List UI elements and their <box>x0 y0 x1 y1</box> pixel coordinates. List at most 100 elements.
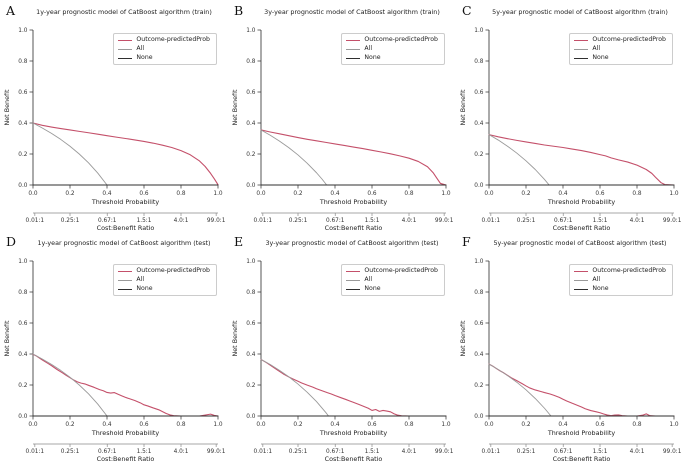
cost-tick-label: 0.67:1 <box>98 218 117 224</box>
legend: Outcome-predictedProb All None <box>341 264 445 297</box>
cost-tick-label: 0.01:1 <box>482 218 501 224</box>
x-axis-label: Threshold Probability <box>319 198 388 206</box>
y-tick-label: 0.0 <box>18 183 28 189</box>
series-all <box>32 353 108 417</box>
y-tick-label: 1.0 <box>246 259 256 265</box>
y-tick-label: 0.4 <box>474 352 484 358</box>
panel-c: C 5y-year prognostic model of CatBoost a… <box>456 0 684 231</box>
cost-tick-label: 0.01:1 <box>26 449 45 455</box>
y-tick-label: 0.6 <box>246 90 256 96</box>
x-tick-label: 0.2 <box>65 422 75 428</box>
cost-tick-label: 1.5:1 <box>365 218 380 224</box>
series-model <box>260 358 447 417</box>
panel-d: D 1y-year prognostic model of CatBoost a… <box>0 231 228 462</box>
y-tick-label: 0.6 <box>474 321 484 327</box>
panel-letter: A <box>6 3 16 18</box>
panel-title: 1y-year prognostic model of CatBoost alg… <box>36 8 212 16</box>
dca-chart: 0.0 0.2 0.4 0.6 0.8 1.0 Net Benefit 0.0 0.2 0.4 0.… <box>231 28 454 231</box>
legend-item-all: All <box>574 45 666 53</box>
legend-label: Outcome-predictedProb <box>592 36 666 43</box>
cost-tick-label: 4.0:1 <box>174 449 189 455</box>
cost-tick-label: 99.0:1 <box>663 218 682 224</box>
panel-title: 3y-year prognostic model of CatBoost alg… <box>264 8 440 16</box>
y-axis-label: Net Benefit <box>459 320 467 357</box>
cost-axis-label: Cost:Benefit Ratio <box>97 455 155 462</box>
cost-tick-label: 99.0:1 <box>207 218 226 224</box>
legend-line-all-icon <box>574 48 589 50</box>
cost-axis-label: Cost:Benefit Ratio <box>553 224 611 231</box>
legend-item-all: All <box>118 276 210 284</box>
y-tick-label: 1.0 <box>18 259 28 265</box>
series-all <box>488 134 550 186</box>
legend-item-all: All <box>346 275 438 284</box>
y-tick-label: 0.4 <box>246 352 256 358</box>
y-axis-label: Net Benefit <box>231 320 239 357</box>
legend-item-none: None <box>574 285 666 293</box>
x-tick-label: 0.6 <box>367 191 377 197</box>
legend-line-model-icon <box>574 270 589 272</box>
cost-tick-label: 1.5:1 <box>593 449 608 455</box>
legend-item-model: Outcome-predictedProb <box>346 267 438 275</box>
cost-tick-label: 0.01:1 <box>26 218 45 224</box>
series-all <box>260 358 329 417</box>
y-tick-label: 1.0 <box>474 28 484 34</box>
x-tick-label: 0.6 <box>367 422 377 428</box>
series-all <box>32 122 108 186</box>
dca-chart: 0.0 0.2 0.4 0.6 0.8 1.0 Net Benefit 0.0 0.2 0.4 0.… <box>231 259 454 462</box>
panel-b: B 3y-year prognostic model of CatBoost a… <box>228 0 456 231</box>
x-tick-label: 0.2 <box>293 191 303 197</box>
cost-tick-label: 0.25:1 <box>517 218 536 224</box>
cost-axis-label: Cost:Benefit Ratio <box>325 224 383 231</box>
legend-label: Outcome-predictedProb <box>364 36 438 43</box>
x-tick-label: 0.0 <box>256 191 266 197</box>
x-tick-label: 0.2 <box>521 422 531 428</box>
legend-item-all: All <box>574 276 666 284</box>
legend-label: None <box>592 53 609 61</box>
legend-label: All <box>364 275 373 283</box>
legend-line-model-icon <box>346 270 361 272</box>
series-all <box>488 363 552 417</box>
cost-tick-label: 0.25:1 <box>61 218 80 224</box>
legend-label: None <box>136 284 153 292</box>
x-tick-label: 0.4 <box>330 422 340 428</box>
x-tick-label: 0.4 <box>558 422 568 428</box>
x-tick-label: 0.6 <box>139 191 149 197</box>
legend-line-all-icon <box>118 279 133 281</box>
legend: Outcome-predictedProb All None <box>113 264 217 297</box>
legend-label: None <box>136 53 153 61</box>
legend-line-model-icon <box>346 39 361 41</box>
legend-label: Outcome-predictedProb <box>364 267 438 274</box>
panel-title: 5y-year prognostic model of CatBoost alg… <box>493 239 667 247</box>
series-model <box>32 122 219 186</box>
x-tick-label: 0.6 <box>595 422 605 428</box>
legend-line-none-icon <box>346 288 361 290</box>
series-all <box>260 129 328 186</box>
legend-line-all-icon <box>118 48 133 50</box>
cost-tick-label: 0.01:1 <box>254 449 273 455</box>
x-tick-label: 0.6 <box>139 422 149 428</box>
y-tick-label: 0.4 <box>18 121 28 127</box>
x-tick-label: 0.2 <box>293 422 303 428</box>
legend-item-model: Outcome-predictedProb <box>118 36 210 44</box>
series-model <box>260 129 447 186</box>
x-tick-label: 0.0 <box>28 191 38 197</box>
cost-tick-label: 1.5:1 <box>137 449 152 455</box>
legend-item-model: Outcome-predictedProb <box>574 267 666 275</box>
cost-tick-label: 99.0:1 <box>435 218 454 224</box>
legend-label: Outcome-predictedProb <box>136 267 210 274</box>
y-tick-label: 0.0 <box>18 414 28 420</box>
x-tick-label: 1.0 <box>213 422 223 428</box>
dca-chart: 0.0 0.2 0.4 0.6 0.8 1.0 Net Benefit 0.0 0.2 0.4 0.… <box>3 28 226 231</box>
cost-tick-label: 0.67:1 <box>554 218 573 224</box>
legend-line-none-icon <box>346 57 361 59</box>
y-tick-label: 0.4 <box>18 352 28 358</box>
x-tick-label: 0.4 <box>102 191 112 197</box>
panel-a: A 1y-year prognostic model of CatBoost a… <box>0 0 228 231</box>
dca-chart: 0.0 0.2 0.4 0.6 0.8 1.0 Net Benefit 0.0 0.2 0.4 0.… <box>3 259 226 462</box>
x-tick-label: 0.8 <box>176 422 186 428</box>
y-tick-label: 0.6 <box>18 90 28 96</box>
legend-item-all: All <box>346 45 438 53</box>
cost-tick-label: 4.0:1 <box>630 218 645 224</box>
y-tick-label: 1.0 <box>18 28 28 34</box>
